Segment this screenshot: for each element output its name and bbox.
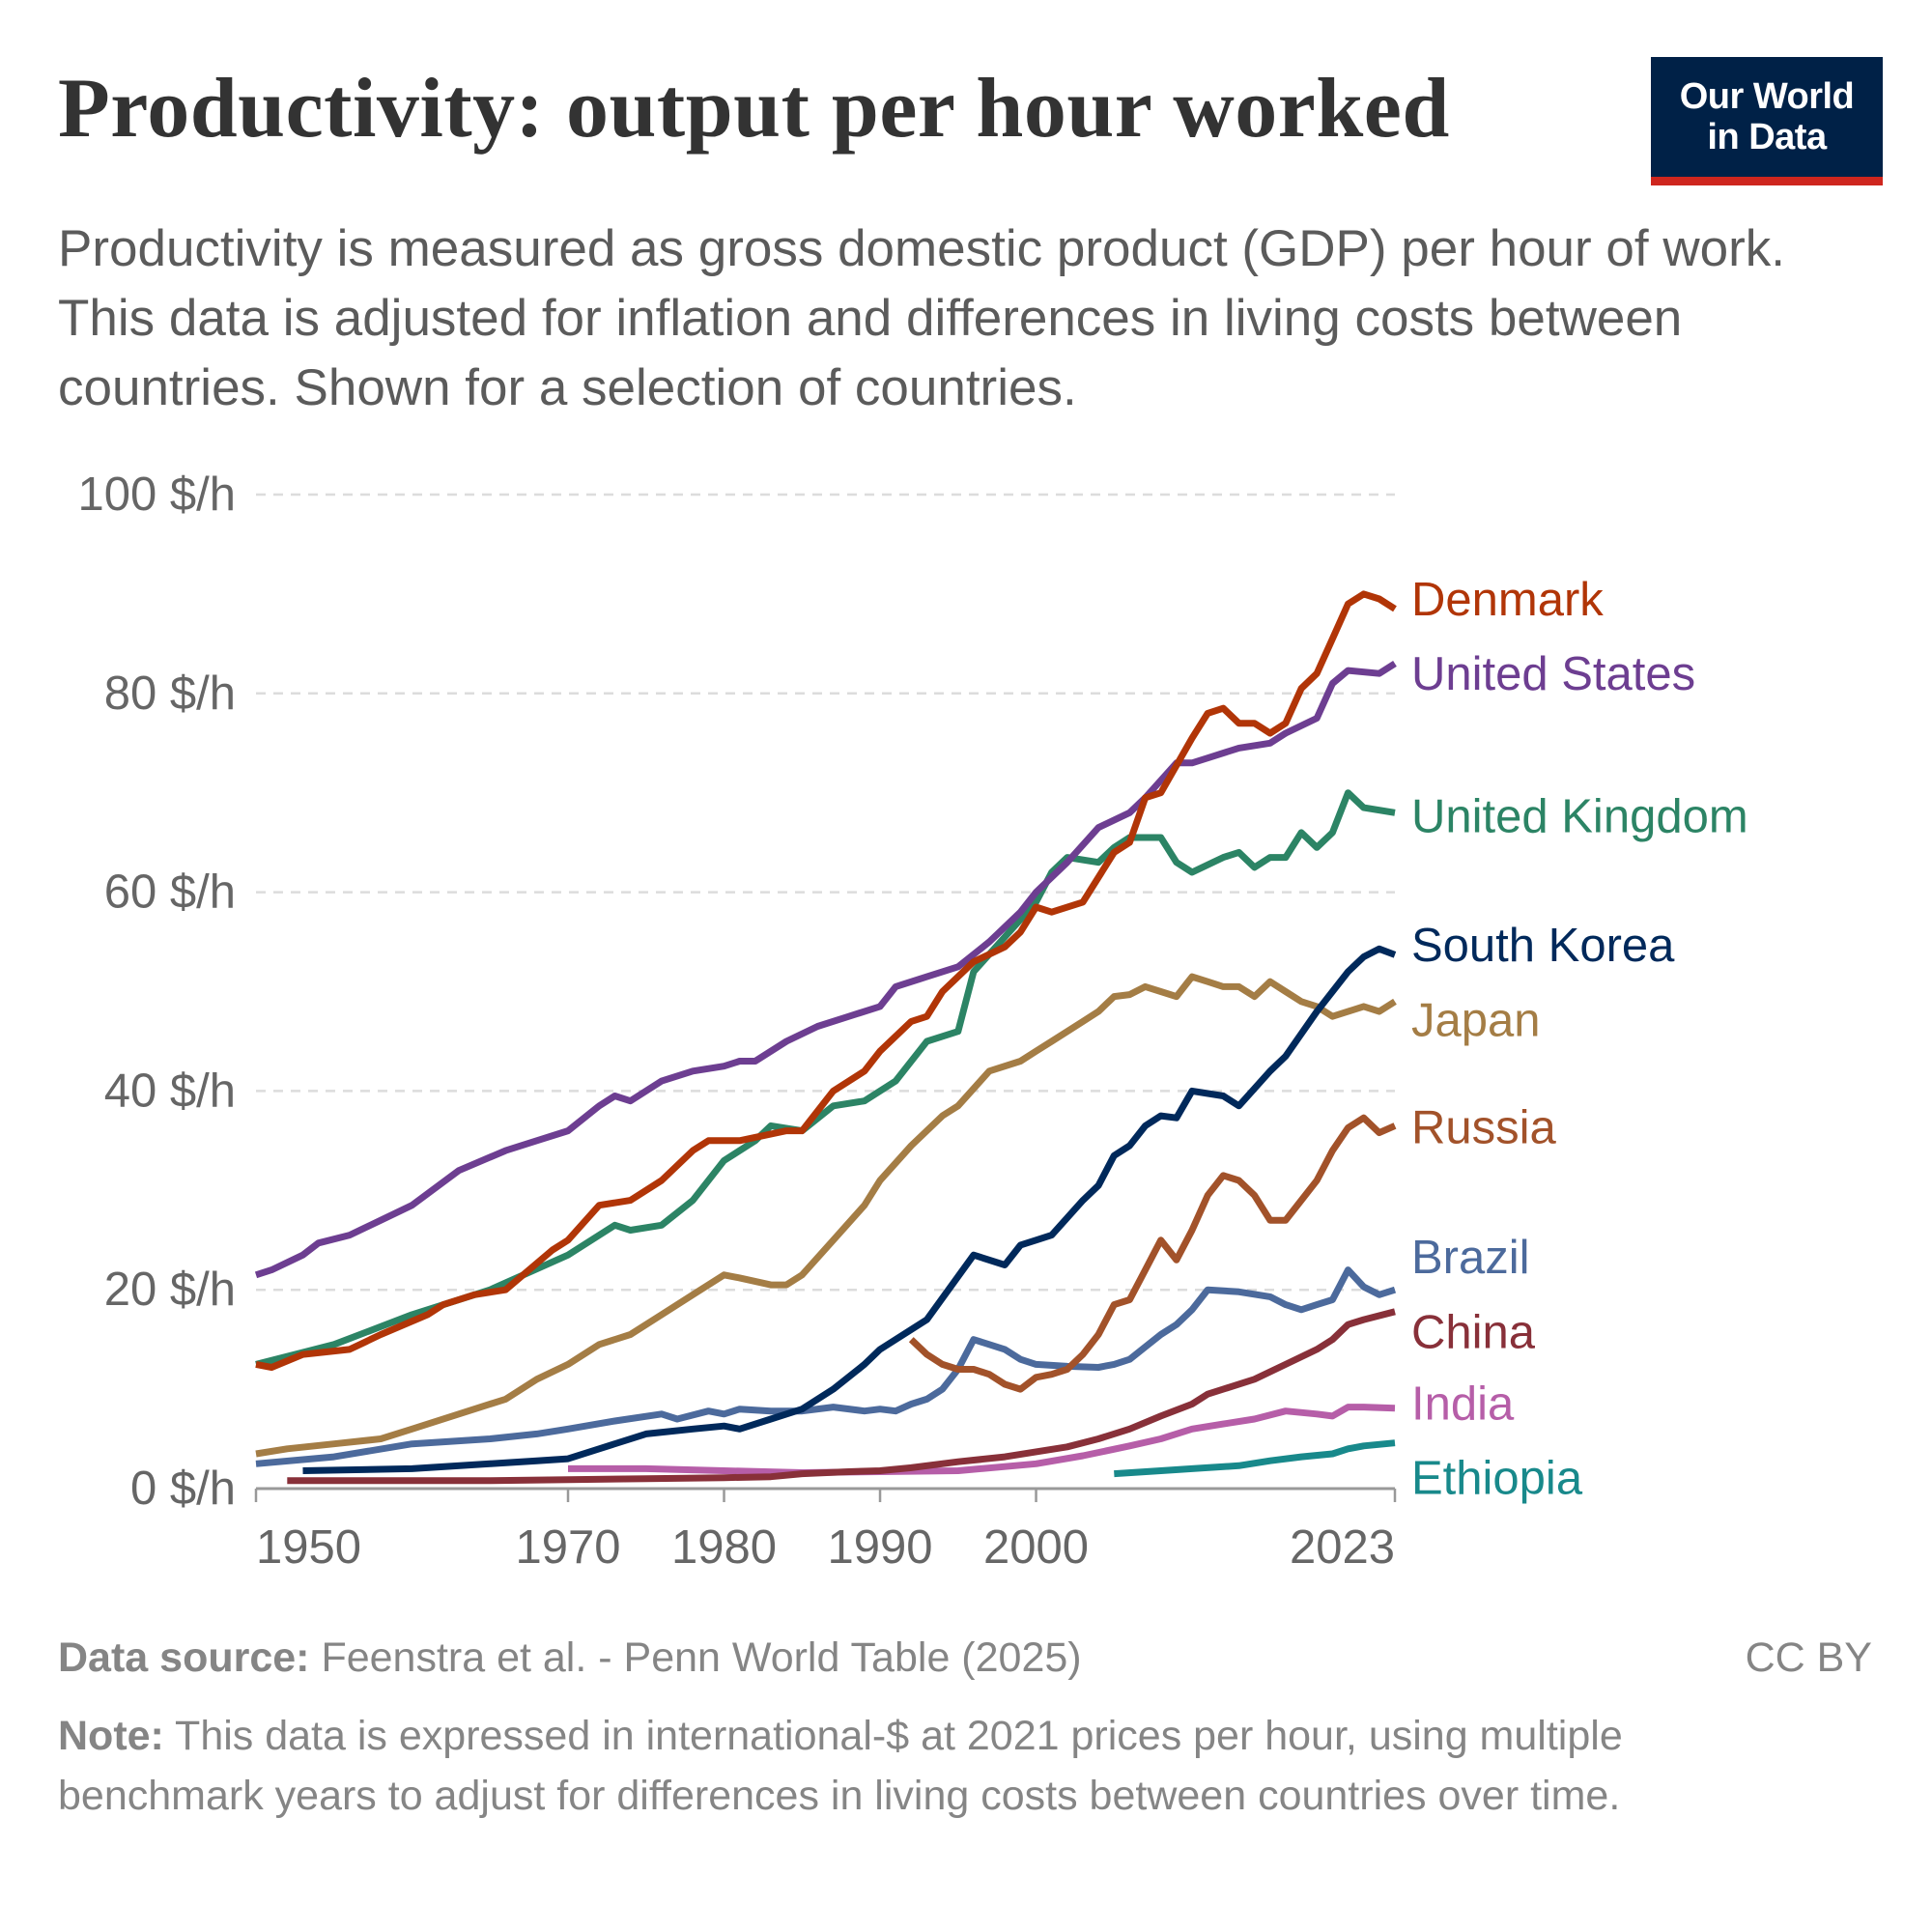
series-line-china xyxy=(287,1308,1396,1485)
series-label: Brazil xyxy=(1411,1232,1530,1284)
note-label: Note: xyxy=(58,1713,164,1759)
series-line-brazil xyxy=(255,1266,1397,1467)
x-tick-label: 2000 xyxy=(983,1521,1089,1574)
note-text: This data is expressed in international-… xyxy=(58,1713,1623,1819)
series-line-ethiopia xyxy=(1114,1439,1396,1478)
data-source: Data source: Feenstra et al. - Penn Worl… xyxy=(58,1628,1082,1688)
series-line-united-states xyxy=(254,660,1397,1279)
y-tick-label: 60 $/h xyxy=(104,867,236,919)
series-line-denmark xyxy=(255,590,1397,1371)
series-label: United States xyxy=(1411,648,1695,700)
owid-logo[interactable]: Our World in Data xyxy=(1651,57,1883,185)
series-label: India xyxy=(1411,1378,1515,1431)
logo-line-2: in Data xyxy=(1707,117,1827,157)
series-label: South Korea xyxy=(1411,920,1675,972)
series-line-japan xyxy=(255,973,1397,1458)
x-tick-label: 1990 xyxy=(828,1521,933,1574)
y-tick-label: 20 $/h xyxy=(104,1264,236,1316)
data-source-label: Data source: xyxy=(58,1634,310,1681)
license[interactable]: CC BY xyxy=(1745,1634,1872,1681)
series-label: Ethiopia xyxy=(1411,1453,1583,1505)
series-line-russia xyxy=(908,1114,1397,1393)
y-tick-label: 0 $/h xyxy=(130,1463,236,1515)
logo-line-1: Our World xyxy=(1679,76,1855,117)
x-tick-label: 1970 xyxy=(516,1521,621,1574)
series-line-south-korea xyxy=(302,945,1397,1474)
series-line-united-kingdom xyxy=(255,789,1396,1368)
y-tick-label: 40 $/h xyxy=(104,1065,236,1117)
y-tick-label: 80 $/h xyxy=(104,668,236,720)
x-tick-label: 2023 xyxy=(1290,1521,1395,1574)
chart-title: Productivity: output per hour worked xyxy=(58,62,1450,156)
y-tick-label: 100 $/h xyxy=(78,469,237,521)
series-label: Denmark xyxy=(1411,574,1604,626)
x-tick-label: 1950 xyxy=(256,1521,361,1574)
series-label: Japan xyxy=(1411,994,1541,1046)
chart-subtitle: Productivity is measured as gross domest… xyxy=(58,220,1785,416)
x-tick-label: 1980 xyxy=(671,1521,777,1574)
data-source-text[interactable]: Feenstra et al. - Penn World Table (2025… xyxy=(321,1634,1082,1681)
series-label: Russia xyxy=(1411,1101,1557,1153)
note: Note: This data is expressed in internat… xyxy=(58,1706,1797,1826)
series-label: United Kingdom xyxy=(1411,790,1748,842)
series-label: China xyxy=(1411,1306,1536,1358)
